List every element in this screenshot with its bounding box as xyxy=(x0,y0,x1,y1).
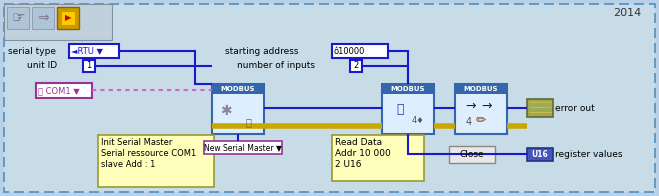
Text: register values: register values xyxy=(555,150,623,159)
Text: ▶: ▶ xyxy=(65,14,71,23)
Bar xyxy=(350,60,362,72)
Text: MODBUS: MODBUS xyxy=(464,86,498,92)
Text: 2: 2 xyxy=(353,62,358,71)
Text: ◄RTU ▼: ◄RTU ▼ xyxy=(71,46,103,55)
Text: U16: U16 xyxy=(532,150,548,159)
Bar xyxy=(212,84,264,94)
Text: 2014: 2014 xyxy=(613,8,641,18)
Text: Serial ressource COM1: Serial ressource COM1 xyxy=(101,149,196,158)
Text: →: → xyxy=(466,100,476,113)
Text: ⇒: ⇒ xyxy=(37,11,49,25)
Text: Addr 10 000: Addr 10 000 xyxy=(335,149,391,158)
Bar xyxy=(455,84,507,94)
Bar xyxy=(212,84,264,134)
Text: 🔌: 🔌 xyxy=(245,117,251,127)
Text: MODBUS: MODBUS xyxy=(221,86,255,92)
Text: ô10000: ô10000 xyxy=(334,46,365,55)
Bar xyxy=(449,146,495,163)
Bar xyxy=(61,11,75,25)
Bar xyxy=(527,148,553,161)
Text: Read Data: Read Data xyxy=(335,138,382,147)
Bar xyxy=(98,135,214,187)
Text: 2 U16: 2 U16 xyxy=(335,160,362,169)
Bar xyxy=(7,7,29,29)
Text: unit ID: unit ID xyxy=(27,62,57,71)
Bar xyxy=(527,99,553,117)
Text: error out: error out xyxy=(555,103,595,113)
Bar xyxy=(382,84,434,94)
Bar xyxy=(382,84,434,134)
Bar xyxy=(32,7,54,29)
Bar xyxy=(455,84,507,134)
Bar xyxy=(4,4,112,40)
Bar xyxy=(332,135,424,181)
Text: 4: 4 xyxy=(466,117,472,127)
Text: ✏: ✏ xyxy=(476,114,486,128)
Bar xyxy=(83,60,95,72)
Text: ☞: ☞ xyxy=(11,11,25,25)
Bar xyxy=(57,7,79,29)
Text: ⍉ COM1 ▼: ⍉ COM1 ▼ xyxy=(38,86,80,95)
Bar xyxy=(204,141,282,154)
Bar xyxy=(36,83,92,98)
Text: serial type: serial type xyxy=(8,46,56,55)
Text: slave Add : 1: slave Add : 1 xyxy=(101,160,156,169)
Text: 👁: 👁 xyxy=(396,103,404,115)
Text: ✱: ✱ xyxy=(220,104,232,118)
Text: starting address: starting address xyxy=(225,46,299,55)
Bar xyxy=(332,44,388,58)
Text: →: → xyxy=(482,100,492,113)
Bar xyxy=(69,44,119,58)
Text: 4♦: 4♦ xyxy=(412,115,424,124)
Text: New Serial Master ▼: New Serial Master ▼ xyxy=(204,143,282,152)
Text: MODBUS: MODBUS xyxy=(391,86,425,92)
Text: Close: Close xyxy=(460,150,484,159)
Text: number of inputs: number of inputs xyxy=(237,62,315,71)
Text: 1: 1 xyxy=(86,62,92,71)
Text: Init Serial Master: Init Serial Master xyxy=(101,138,173,147)
